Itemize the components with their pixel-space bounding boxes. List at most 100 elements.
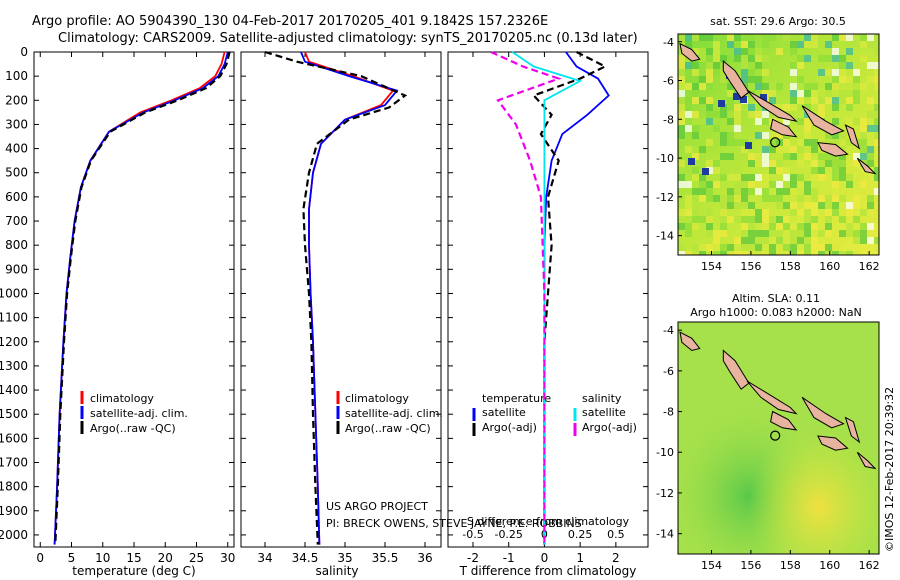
plot-frame bbox=[33, 51, 235, 548]
temperature-panel: temperature (deg C) climatology satellit… bbox=[0, 45, 235, 578]
series-line-3 bbox=[490, 50, 563, 545]
y-tick-label: 500 bbox=[5, 166, 28, 180]
difference-legend: temperature salinity satellite Argo(-adj… bbox=[482, 392, 637, 434]
series-line-1 bbox=[53, 51, 229, 545]
argo-position-marker bbox=[770, 430, 781, 441]
x-tick-label: 2 bbox=[612, 551, 620, 565]
series-line-0 bbox=[53, 51, 226, 545]
island-2 bbox=[770, 410, 798, 431]
sal-legend-climatology: climatology bbox=[345, 392, 409, 405]
x-tick-label: 35.5 bbox=[372, 551, 399, 565]
diff-legend-t-satellite: satellite bbox=[482, 406, 526, 419]
island-1 bbox=[746, 380, 798, 415]
y-tick-label: 1800 bbox=[0, 480, 28, 494]
x-tick-label: 0 bbox=[36, 551, 44, 565]
map-x-tick-label: 160 bbox=[819, 260, 840, 273]
island-2 bbox=[770, 118, 798, 138]
x-tick-label: 10 bbox=[95, 551, 110, 565]
temp-legend-climatology: climatology bbox=[90, 392, 154, 405]
s-diff-tick-label: -0.5 bbox=[462, 528, 483, 541]
salinity-panel: salinity climatology satellite-adj. clim… bbox=[240, 50, 582, 578]
plot-frame bbox=[240, 51, 442, 548]
map-y-tick-label: -8 bbox=[663, 113, 674, 126]
x-tick-label: 5 bbox=[68, 551, 76, 565]
sla-map-title: Altim. SLA: 0.11 bbox=[732, 292, 820, 305]
map-x-tick-label: 160 bbox=[819, 559, 840, 572]
series-line-0 bbox=[304, 51, 395, 545]
series-line-1 bbox=[300, 51, 399, 545]
map-x-tick-label: 158 bbox=[780, 260, 801, 273]
map-y-tick-label: -6 bbox=[663, 75, 674, 88]
island-5 bbox=[844, 124, 861, 150]
x-tick-label: 0 bbox=[541, 551, 549, 565]
plot-frame bbox=[447, 51, 649, 548]
difference-panel: T difference from climatology S differen… bbox=[447, 50, 649, 578]
y-tick-label: 1600 bbox=[0, 431, 28, 445]
s-diff-tick-label: 0.5 bbox=[607, 528, 625, 541]
project-credit: US ARGO PROJECT bbox=[326, 500, 428, 513]
map-y-tick-label: -4 bbox=[663, 36, 674, 49]
y-tick-label: 600 bbox=[5, 190, 28, 204]
island-5 bbox=[844, 416, 861, 444]
map-y-tick-label: -14 bbox=[656, 230, 674, 243]
map-y-tick-label: -6 bbox=[663, 365, 674, 378]
island-0 bbox=[722, 349, 750, 390]
y-tick-label: 100 bbox=[5, 69, 28, 83]
map-x-tick-label: 162 bbox=[859, 260, 880, 273]
island-7 bbox=[679, 42, 701, 62]
island-0 bbox=[722, 60, 750, 99]
series-line-0 bbox=[543, 51, 610, 545]
y-tick-label: 700 bbox=[5, 214, 28, 228]
y-tick-label: 1000 bbox=[0, 286, 28, 300]
map-frame bbox=[677, 33, 880, 256]
map-x-tick-label: 158 bbox=[780, 559, 801, 572]
island-4 bbox=[817, 142, 849, 157]
salinity-axis-label: salinity bbox=[315, 564, 358, 578]
map-y-tick-label: -10 bbox=[656, 446, 674, 459]
x-tick-label: 36 bbox=[417, 551, 432, 565]
map-y-tick-label: -4 bbox=[663, 324, 674, 337]
pi-credit: PI: BRECK OWENS, STEVE JAYNE, P.E. ROBBI… bbox=[326, 517, 582, 530]
sal-legend-satellite: satellite-adj. clim. bbox=[345, 407, 443, 420]
map-field bbox=[678, 34, 879, 255]
y-tick-label: 1100 bbox=[0, 311, 28, 325]
y-tick-label: 1900 bbox=[0, 504, 28, 518]
imos-credit: ©IMOS 12-Feb-2017 20:39:32 bbox=[883, 387, 896, 552]
y-tick-label: 1400 bbox=[0, 383, 28, 397]
temp-legend-argo: Argo(..raw -QC) bbox=[90, 422, 176, 435]
sal-legend-argo: Argo(..raw -QC) bbox=[345, 422, 431, 435]
y-tick-label: 1700 bbox=[0, 455, 28, 469]
s-difference-axis-label: S difference from climatology bbox=[467, 515, 630, 528]
s-diff-tick-label: 0.25 bbox=[568, 528, 593, 541]
diff-legend-temperature-title: temperature bbox=[482, 392, 551, 405]
x-tick-label: 35 bbox=[337, 551, 352, 565]
y-tick-label: 2000 bbox=[0, 528, 28, 542]
y-tick-label: 200 bbox=[5, 93, 28, 107]
argo-position-marker bbox=[770, 137, 781, 148]
island-3 bbox=[801, 396, 845, 429]
island-7 bbox=[679, 331, 701, 352]
x-tick-label: 20 bbox=[158, 551, 173, 565]
diff-legend-s-satellite: satellite bbox=[582, 406, 626, 419]
t-difference-axis-label: T difference from climatology bbox=[459, 564, 637, 578]
map-y-tick-label: -10 bbox=[656, 152, 674, 165]
map-y-tick-label: -14 bbox=[656, 528, 674, 541]
map-frame bbox=[677, 321, 880, 555]
x-tick-label: 34.5 bbox=[292, 551, 319, 565]
map-x-tick-label: 156 bbox=[740, 559, 761, 572]
x-tick-label: 34 bbox=[257, 551, 272, 565]
y-tick-label: 400 bbox=[5, 142, 28, 156]
map-field bbox=[678, 322, 879, 554]
x-tick-label: -1 bbox=[503, 551, 515, 565]
sst-map-title: sat. SST: 29.6 Argo: 30.5 bbox=[710, 15, 846, 28]
island-4 bbox=[817, 435, 849, 451]
map-y-tick-label: -12 bbox=[656, 487, 674, 500]
y-tick-label: 900 bbox=[5, 262, 28, 276]
series-line-2 bbox=[54, 51, 231, 545]
y-tick-label: 0 bbox=[20, 45, 28, 59]
s-diff-tick-label: -0.25 bbox=[494, 528, 522, 541]
sla-map-subtitle: Argo h1000: 0.083 h2000: NaN bbox=[690, 306, 862, 319]
map-x-tick-label: 156 bbox=[740, 260, 761, 273]
island-3 bbox=[801, 105, 845, 136]
